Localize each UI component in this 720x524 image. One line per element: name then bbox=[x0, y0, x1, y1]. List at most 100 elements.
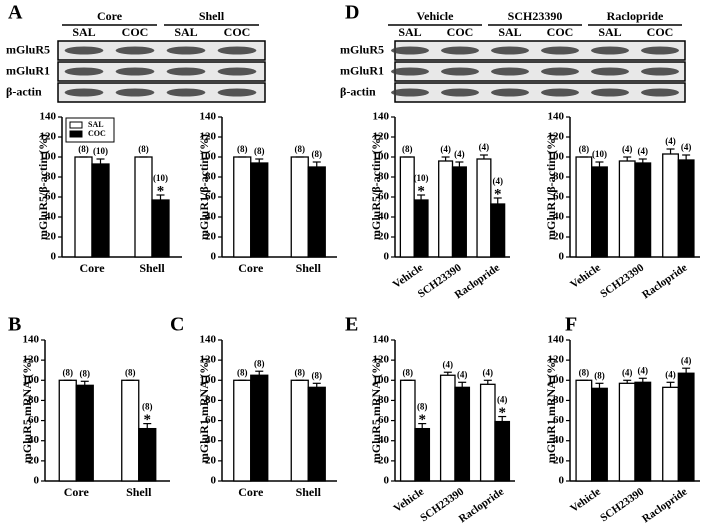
significance: * bbox=[144, 412, 152, 428]
y-tick-label: 40 bbox=[553, 434, 565, 446]
error-bar bbox=[638, 158, 647, 163]
bar bbox=[290, 156, 309, 258]
bar bbox=[134, 156, 153, 258]
y-tick-label: 100 bbox=[548, 374, 565, 386]
bar bbox=[250, 374, 269, 482]
bar bbox=[634, 162, 652, 258]
bar bbox=[490, 203, 506, 258]
blot-band bbox=[115, 88, 155, 97]
blot-lane-label: COC bbox=[224, 25, 251, 39]
n-label: (8) bbox=[138, 144, 149, 154]
y-tick-label: 140 bbox=[200, 334, 217, 346]
blot-lane-label: COC bbox=[647, 25, 674, 39]
y-tick-label: 60 bbox=[205, 191, 217, 203]
y-tick-label: 20 bbox=[553, 454, 565, 466]
y-tick-label: 40 bbox=[378, 434, 390, 446]
x-tick-label: Vehicle bbox=[568, 262, 603, 291]
blot-band bbox=[441, 88, 479, 97]
legend-swatch bbox=[69, 130, 83, 138]
blot-band bbox=[641, 88, 679, 97]
n-label: (4) bbox=[479, 142, 490, 152]
error-bar bbox=[312, 382, 321, 388]
blot-group-label: Raclopride bbox=[607, 9, 664, 23]
legend-swatch bbox=[69, 121, 83, 129]
y-tick-label: 80 bbox=[28, 394, 40, 406]
y-tick-label: 140 bbox=[548, 334, 565, 346]
y-tick-label: 20 bbox=[45, 231, 57, 243]
bar bbox=[233, 156, 252, 258]
blot-row-label: mGluR1 bbox=[340, 63, 384, 77]
n-label: (8) bbox=[594, 370, 605, 380]
bar bbox=[91, 163, 110, 258]
n-label: (10) bbox=[592, 149, 607, 159]
y-tick-label: 140 bbox=[373, 334, 390, 346]
blot-group-label: Vehicle bbox=[417, 9, 455, 23]
y-tick-label: 100 bbox=[548, 151, 565, 163]
n-label: (8) bbox=[295, 144, 306, 154]
bar bbox=[591, 387, 608, 482]
bar bbox=[677, 159, 695, 258]
blot-band bbox=[115, 67, 155, 76]
significance: * bbox=[157, 183, 165, 199]
blot-band bbox=[391, 88, 429, 97]
y-tick-label: 120 bbox=[548, 131, 565, 143]
error-bar bbox=[498, 415, 507, 422]
y-tick-label: 120 bbox=[23, 354, 40, 366]
error-bar bbox=[441, 156, 450, 161]
significance: * bbox=[417, 183, 425, 199]
significance: * bbox=[498, 405, 506, 421]
bar bbox=[399, 379, 416, 482]
x-tick-label: Shell bbox=[296, 485, 322, 499]
n-label: (4) bbox=[681, 355, 692, 365]
blot-lane-label: SAL bbox=[72, 25, 95, 39]
error-bar bbox=[417, 194, 426, 200]
y-tick-label: 0 bbox=[384, 251, 390, 263]
n-label: (4) bbox=[681, 142, 692, 152]
bar bbox=[233, 379, 252, 482]
bar bbox=[250, 162, 269, 258]
blot-band bbox=[115, 46, 155, 55]
n-label: (4) bbox=[622, 367, 633, 377]
n-label: (8) bbox=[80, 368, 91, 378]
blot-lane-label: SAL bbox=[398, 25, 421, 39]
blot-band bbox=[64, 46, 104, 55]
n-label: (4) bbox=[440, 144, 451, 154]
n-label: (4) bbox=[454, 149, 465, 159]
blot-band bbox=[217, 46, 257, 55]
y-tick-label: 60 bbox=[378, 414, 390, 426]
n-label: (8) bbox=[142, 402, 153, 412]
blot-band bbox=[391, 46, 429, 55]
y-tick-label: 60 bbox=[553, 414, 565, 426]
blot-band bbox=[491, 46, 529, 55]
y-tick-label: 100 bbox=[373, 374, 390, 386]
y-tick-label: 60 bbox=[553, 191, 565, 203]
bar bbox=[454, 386, 471, 482]
y-tick-label: 100 bbox=[40, 151, 57, 163]
blot-group-label: Shell bbox=[199, 9, 225, 23]
bar bbox=[634, 381, 652, 482]
y-axis-label: mGluR5 mRNA (%) bbox=[369, 358, 383, 463]
error-bar bbox=[479, 154, 488, 159]
blot-band bbox=[64, 88, 104, 97]
bar bbox=[677, 372, 695, 482]
blot-band bbox=[541, 67, 579, 76]
n-label: (8) bbox=[402, 144, 413, 154]
error-bar bbox=[143, 422, 152, 429]
error-bar bbox=[443, 371, 452, 376]
blot-band bbox=[217, 67, 257, 76]
blot-band bbox=[491, 88, 529, 97]
x-tick-label: Core bbox=[238, 261, 264, 275]
y-tick-label: 0 bbox=[211, 251, 217, 263]
bar bbox=[662, 153, 679, 258]
n-label: (4) bbox=[638, 146, 649, 156]
y-axis-label: mGluR5/β-actin (%) bbox=[369, 134, 383, 240]
y-tick-label: 40 bbox=[553, 211, 565, 223]
error-bar bbox=[666, 381, 675, 388]
y-tick-label: 100 bbox=[200, 374, 217, 386]
y-tick-label: 80 bbox=[378, 171, 390, 183]
legend-label: COC bbox=[88, 129, 106, 138]
y-tick-label: 120 bbox=[548, 354, 565, 366]
blot-frame bbox=[57, 61, 266, 82]
n-label: (4) bbox=[665, 369, 676, 379]
panel-letter: E bbox=[345, 314, 358, 336]
